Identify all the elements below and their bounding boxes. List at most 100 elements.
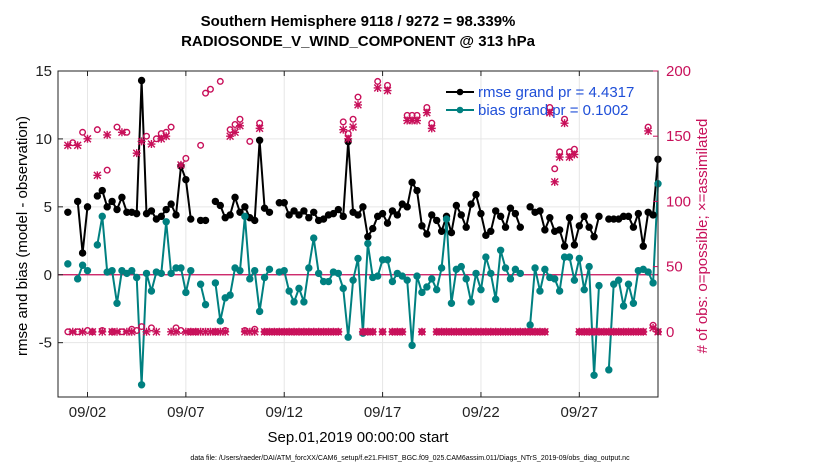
obs-assimilated-point [368, 327, 377, 336]
bias-point [506, 275, 515, 283]
bias-point [373, 272, 382, 280]
bias-point [334, 269, 343, 278]
obs-assimilated-point [68, 327, 77, 336]
bias-point [551, 275, 559, 283]
obs-assimilated-point [540, 327, 549, 336]
obs-assimilated-point [221, 327, 230, 336]
obs-assimilated-point [486, 327, 495, 336]
y-tick-label: 5 [44, 199, 52, 216]
rmse-point [305, 213, 313, 222]
obs-assimilated-point [206, 327, 215, 336]
bias-point [585, 262, 593, 271]
obs-assimilated-point [304, 327, 313, 336]
bias-point [555, 287, 564, 295]
obs-assimilated-point [545, 108, 554, 117]
bias-point [457, 262, 465, 271]
obs-assimilated-point [378, 327, 387, 336]
rmse-point [565, 213, 574, 222]
rmse-point [639, 242, 647, 250]
bias-point [418, 288, 426, 297]
rmse-point [260, 204, 269, 212]
bias-point [137, 381, 146, 389]
rmse-point [541, 226, 549, 234]
bias-point [477, 285, 485, 294]
obs-assimilated-point [250, 327, 259, 336]
obs-assimilated-point [590, 327, 599, 336]
obs-assimilated-point [147, 140, 156, 149]
rmse-point [506, 204, 515, 212]
obs-assimilated-point [629, 327, 638, 336]
bias-point [280, 266, 288, 275]
bias-point [167, 269, 175, 278]
bias-point [300, 298, 308, 306]
bias-point [142, 269, 151, 278]
rmse-point [590, 233, 598, 241]
rmse-point [339, 212, 347, 221]
grid [58, 70, 658, 397]
rmse-point [388, 207, 397, 215]
obs-assimilated-point [201, 327, 210, 336]
obs-possible-point [339, 118, 347, 126]
rmse-point [354, 211, 362, 219]
rmse-point [437, 227, 446, 235]
bias-point [324, 277, 333, 286]
obs-assimilated-point [142, 327, 151, 336]
obs-possible-point [551, 165, 559, 173]
bias-point [432, 285, 441, 294]
bias-point [472, 269, 480, 278]
rmse-point [634, 209, 643, 218]
obs-assimilated-point [555, 153, 564, 162]
bias-point [73, 275, 82, 283]
rmse-point [251, 216, 259, 225]
obs-assimilated-point [614, 327, 623, 336]
obs-assimilated-point [506, 327, 515, 336]
obs-assimilated-point [314, 327, 323, 336]
obs-assimilated-point [526, 327, 535, 336]
rmse-point [585, 223, 593, 231]
obs-possible-point [354, 93, 362, 101]
bias-point [619, 302, 628, 310]
obs-assimilated-point [516, 327, 525, 336]
bias-point [398, 272, 406, 280]
bias-point [624, 280, 633, 288]
obs-assimilated-point [235, 121, 244, 130]
obs-assimilated-point [270, 327, 279, 336]
obs-assimilated-point [437, 327, 446, 336]
obs-assimilated-point [491, 327, 500, 336]
rmse-point [319, 215, 328, 223]
rmse-point [182, 175, 190, 184]
obs-assimilated-point [609, 327, 618, 336]
bias-point [236, 266, 244, 275]
obs-assimilated-point [132, 149, 141, 158]
bias-point [590, 371, 598, 379]
obs-assimilated-point [570, 150, 579, 159]
y-right-ticks: 0 50 100 150 200 [653, 63, 691, 341]
bias-point [501, 264, 510, 272]
bias-point [487, 269, 495, 278]
obs-possible-point [206, 85, 214, 93]
rmse-point [167, 200, 175, 208]
rmse-point [575, 222, 584, 230]
obs-assimilated-point [575, 327, 584, 336]
obs-assimilated-point [594, 327, 603, 336]
bias-point [595, 281, 603, 290]
bias-point [98, 212, 106, 221]
bias-point [246, 275, 254, 283]
rmse-point [467, 200, 475, 208]
rmse-point [555, 226, 564, 234]
rmse-point [290, 207, 298, 215]
x-tick-label: 09/07 [167, 404, 205, 421]
y-tick-label: 15 [35, 63, 52, 80]
y-right-tick-label: 100 [666, 193, 691, 210]
rmse-point [383, 219, 392, 227]
obs-assimilated-point [624, 327, 633, 336]
obs-assimilated-point [93, 171, 102, 180]
bias-point [610, 280, 618, 288]
markers-group [63, 76, 662, 389]
obs-assimilated-point [137, 137, 146, 146]
rmse-point [418, 222, 426, 230]
rmse-point [457, 211, 465, 219]
obs-assimilated-point [467, 327, 476, 336]
rmse-point [108, 197, 116, 206]
